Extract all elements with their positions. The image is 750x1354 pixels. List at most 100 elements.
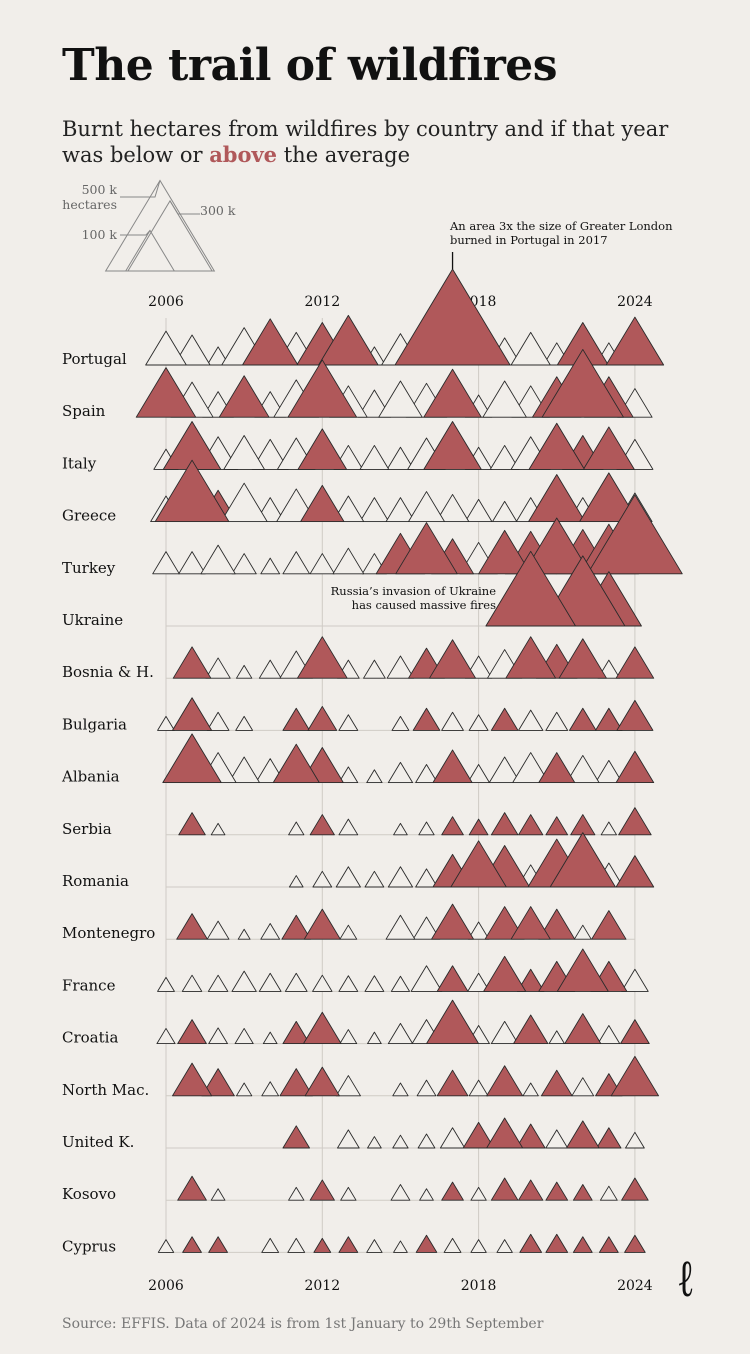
fire-triangle — [418, 821, 435, 836]
fire-triangle — [392, 1134, 409, 1149]
fire-triangle — [596, 1127, 622, 1149]
legend-leader-100k — [120, 230, 151, 236]
country-label: Kosovo — [62, 1185, 116, 1203]
fire-triangle — [431, 903, 475, 940]
fire-triangle — [441, 1181, 464, 1201]
country-label: Albania — [61, 768, 120, 786]
country-label: Serbia — [62, 820, 112, 838]
fire-triangle — [625, 1131, 645, 1149]
fire-triangle — [489, 444, 520, 470]
fire-triangle — [296, 636, 348, 679]
fire-triangle — [572, 1236, 593, 1253]
fire-triangle — [287, 1237, 306, 1253]
country-label: Portugal — [62, 350, 127, 368]
fire-triangle — [538, 908, 576, 940]
fire-triangle — [464, 498, 493, 523]
x-tick-label-bottom: 2024 — [617, 1278, 653, 1294]
legend-triangle — [124, 229, 176, 272]
fire-triangle — [415, 1234, 438, 1253]
fire-triangle — [178, 551, 206, 575]
fire-triangle — [235, 715, 254, 731]
fire-triangle — [468, 1079, 489, 1097]
fire-triangle — [484, 906, 525, 940]
fire-triangle — [443, 1237, 462, 1253]
fire-triangle — [206, 920, 230, 940]
fire-triangle — [337, 1129, 360, 1149]
fire-triangle — [615, 750, 655, 784]
fire-triangle — [282, 1020, 311, 1045]
fire-triangle — [417, 1133, 436, 1149]
legend-label-300k: 300 k — [200, 203, 236, 218]
fire-triangle — [367, 1031, 382, 1045]
fire-triangle — [615, 855, 655, 888]
fire-triangle — [201, 1068, 235, 1097]
fire-triangle — [541, 348, 624, 418]
fire-triangle — [367, 1136, 382, 1149]
fire-triangle — [288, 875, 304, 888]
fire-triangle — [208, 1027, 228, 1045]
fire-triangle — [478, 529, 532, 575]
fire-triangle — [391, 715, 410, 731]
subtitle-text-end: the average — [277, 143, 411, 167]
fire-triangle — [332, 547, 365, 575]
fire-triangle — [510, 906, 551, 940]
fire-triangle — [570, 814, 596, 836]
fire-triangle — [512, 752, 550, 784]
fire-triangle — [598, 1236, 619, 1253]
fire-triangle — [338, 818, 359, 836]
fire-triangle — [208, 1236, 228, 1253]
fire-triangle — [470, 1186, 487, 1201]
fire-triangle — [415, 764, 438, 784]
fire-triangle — [513, 1014, 549, 1045]
fire-triangle — [157, 715, 175, 731]
fire-triangle — [387, 761, 414, 784]
fire-triangle — [135, 367, 197, 418]
fire-triangle — [595, 707, 623, 731]
fire-triangle — [618, 807, 652, 836]
fire-triangle — [599, 1185, 618, 1201]
fire-triangle — [157, 1239, 175, 1253]
fire-triangle — [610, 1055, 660, 1097]
fire-triangle — [309, 553, 335, 575]
fire-triangle — [300, 484, 345, 523]
country-label: Ukraine — [62, 611, 123, 629]
fire-triangle — [258, 972, 282, 992]
legend-label-100k: 100 k — [82, 227, 118, 242]
fire-triangle — [522, 1082, 539, 1097]
fire-triangle — [394, 268, 511, 366]
publisher-logo: ℓ — [678, 1248, 693, 1309]
country-label: Bosnia & H. — [62, 663, 154, 681]
legend-label-500k: 500 k — [82, 182, 118, 197]
fire-triangle — [435, 493, 470, 523]
country-label: Bulgaria — [62, 715, 127, 733]
country-label: France — [62, 976, 116, 994]
fire-triangle — [518, 814, 544, 836]
fire-triangle — [284, 972, 308, 992]
fire-triangle — [282, 551, 311, 575]
fire-triangle — [528, 422, 585, 470]
fire-triangle — [206, 711, 230, 731]
fire-triangle — [412, 707, 441, 731]
fire-triangle — [200, 544, 236, 575]
fire-triangle — [177, 1019, 207, 1045]
fire-triangle — [505, 636, 557, 679]
fire-triangle — [297, 428, 348, 470]
fire-triangle — [181, 974, 203, 992]
fire-triangle — [272, 743, 320, 784]
x-tick-label-bottom: 2012 — [304, 1278, 340, 1294]
fire-triangle — [210, 822, 226, 836]
fire-triangle — [236, 1082, 253, 1097]
fire-triangle — [558, 638, 607, 679]
fire-triangle — [340, 1186, 357, 1201]
fire-triangle — [312, 870, 333, 888]
fire-triangle — [162, 733, 222, 784]
fire-triangle — [261, 1237, 280, 1253]
fire-triangle — [260, 923, 281, 940]
fire-triangle — [572, 1184, 593, 1201]
fire-triangle — [462, 1121, 495, 1149]
legend-leader-300k — [169, 200, 200, 215]
fire-triangle — [467, 764, 490, 784]
fire-triangle — [615, 646, 655, 679]
fire-triangle — [206, 346, 230, 366]
fire-triangle — [156, 1027, 176, 1045]
